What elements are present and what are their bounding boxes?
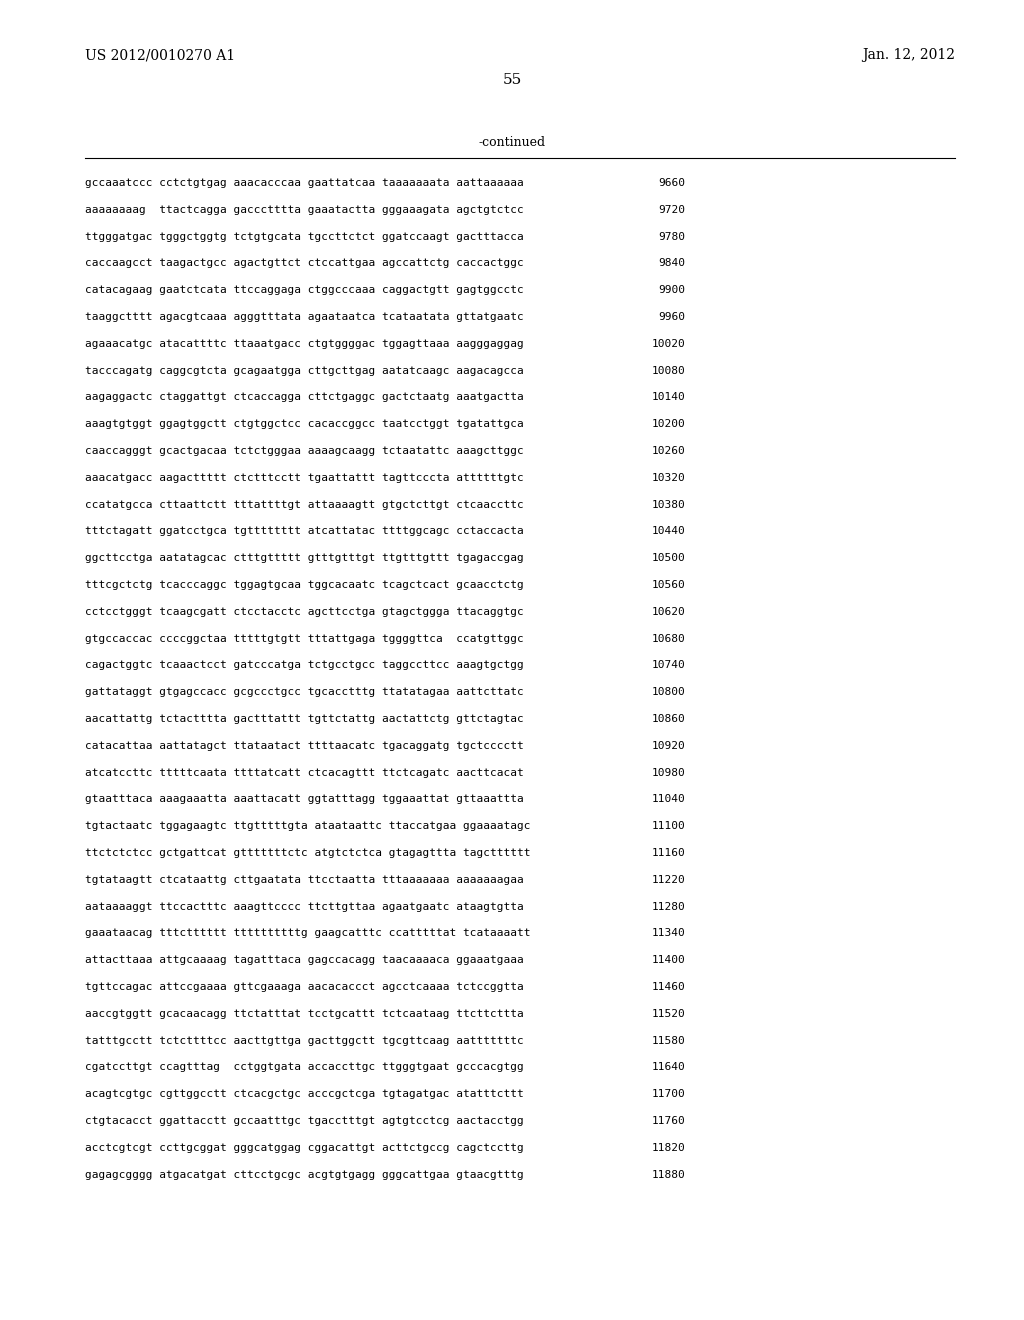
Text: 11340: 11340 [651, 928, 685, 939]
Text: 11220: 11220 [651, 875, 685, 884]
Text: acctcgtcgt ccttgcggat gggcatggag cggacattgt acttctgccg cagctccttg: acctcgtcgt ccttgcggat gggcatggag cggacat… [85, 1143, 523, 1152]
Text: 9780: 9780 [658, 231, 685, 242]
Text: gtgccaccac ccccggctaa tttttgtgtt tttattgaga tggggttca  ccatgttggc: gtgccaccac ccccggctaa tttttgtgtt tttattg… [85, 634, 523, 644]
Text: gaaataacag tttctttttt ttttttttttg gaagcatttc ccatttttat tcataaaatt: gaaataacag tttctttttt ttttttttttg gaagca… [85, 928, 530, 939]
Text: 10440: 10440 [651, 527, 685, 536]
Text: catacagaag gaatctcata ttccaggaga ctggcccaaa caggactgtt gagtggcctc: catacagaag gaatctcata ttccaggaga ctggccc… [85, 285, 523, 296]
Text: catacattaa aattatagct ttataatact ttttaacatc tgacaggatg tgctcccctt: catacattaa aattatagct ttataatact ttttaac… [85, 741, 523, 751]
Text: 11160: 11160 [651, 847, 685, 858]
Text: attacttaaa attgcaaaag tagatttaca gagccacagg taacaaaaca ggaaatgaaa: attacttaaa attgcaaaag tagatttaca gagccac… [85, 956, 523, 965]
Text: tacccagatg caggcgtcta gcagaatgga cttgcttgag aatatcaagc aagacagcca: tacccagatg caggcgtcta gcagaatgga cttgctt… [85, 366, 523, 376]
Text: -continued: -continued [478, 136, 546, 149]
Text: tgtataagtt ctcataattg cttgaatata ttcctaatta tttaaaaaaa aaaaaaagaa: tgtataagtt ctcataattg cttgaatata ttcctaa… [85, 875, 523, 884]
Text: atcatccttc tttttcaata ttttatcatt ctcacagttt ttctcagatc aacttcacat: atcatccttc tttttcaata ttttatcatt ctcacag… [85, 768, 523, 777]
Text: 10320: 10320 [651, 473, 685, 483]
Text: aaccgtggtt gcacaacagg ttctatttat tcctgcattt tctcaataag ttcttcttta: aaccgtggtt gcacaacagg ttctatttat tcctgca… [85, 1008, 523, 1019]
Text: 10740: 10740 [651, 660, 685, 671]
Text: 10920: 10920 [651, 741, 685, 751]
Text: gtaatttaca aaagaaatta aaattacatt ggtatttagg tggaaattat gttaaattta: gtaatttaca aaagaaatta aaattacatt ggtattt… [85, 795, 523, 804]
Text: aaagtgtggt ggagtggctt ctgtggctcc cacaccggcc taatcctggt tgatattgca: aaagtgtggt ggagtggctt ctgtggctcc cacaccg… [85, 420, 523, 429]
Text: cagactggtc tcaaactcct gatcccatga tctgcctgcc taggccttcc aaagtgctgg: cagactggtc tcaaactcct gatcccatga tctgcct… [85, 660, 523, 671]
Text: 11700: 11700 [651, 1089, 685, 1100]
Text: 9900: 9900 [658, 285, 685, 296]
Text: 11280: 11280 [651, 902, 685, 912]
Text: 11400: 11400 [651, 956, 685, 965]
Text: 11820: 11820 [651, 1143, 685, 1152]
Text: caccaagcct taagactgcc agactgttct ctccattgaa agccattctg caccactggc: caccaagcct taagactgcc agactgttct ctccatt… [85, 259, 523, 268]
Text: 9960: 9960 [658, 312, 685, 322]
Text: ctgtacacct ggattacctt gccaatttgc tgacctttgt agtgtcctcg aactacctgg: ctgtacacct ggattacctt gccaatttgc tgacctt… [85, 1115, 523, 1126]
Text: ttctctctcc gctgattcat gtttttttctc atgtctctca gtagagttta tagctttttt: ttctctctcc gctgattcat gtttttttctc atgtct… [85, 847, 530, 858]
Text: cgatccttgt ccagtttag  cctggtgata accaccttgc ttgggtgaat gcccacgtgg: cgatccttgt ccagtttag cctggtgata accacctt… [85, 1063, 523, 1072]
Text: caaccagggt gcactgacaa tctctgggaa aaaagcaagg tctaatattc aaagcttggc: caaccagggt gcactgacaa tctctgggaa aaaagca… [85, 446, 523, 455]
Text: 11760: 11760 [651, 1115, 685, 1126]
Text: gattataggt gtgagccacc gcgccctgcc tgcacctttg ttatatagaa aattcttatc: gattataggt gtgagccacc gcgccctgcc tgcacct… [85, 688, 523, 697]
Text: 11100: 11100 [651, 821, 685, 832]
Text: tgtactaatc tggagaagtc ttgtttttgta ataataattc ttaccatgaa ggaaaatagc: tgtactaatc tggagaagtc ttgtttttgta ataata… [85, 821, 530, 832]
Text: 10020: 10020 [651, 339, 685, 348]
Text: Jan. 12, 2012: Jan. 12, 2012 [862, 48, 955, 62]
Text: 11520: 11520 [651, 1008, 685, 1019]
Text: 10080: 10080 [651, 366, 685, 376]
Text: 10200: 10200 [651, 420, 685, 429]
Text: gagagcgggg atgacatgat cttcctgcgc acgtgtgagg gggcattgaa gtaacgtttg: gagagcgggg atgacatgat cttcctgcgc acgtgtg… [85, 1170, 523, 1180]
Text: 10500: 10500 [651, 553, 685, 564]
Text: 9840: 9840 [658, 259, 685, 268]
Text: 10860: 10860 [651, 714, 685, 723]
Text: 9660: 9660 [658, 178, 685, 187]
Text: agaaacatgc atacattttc ttaaatgacc ctgtggggac tggagttaaa aagggaggag: agaaacatgc atacattttc ttaaatgacc ctgtggg… [85, 339, 523, 348]
Text: aataaaaggt ttccactttc aaagttcccc ttcttgttaa agaatgaatc ataagtgtta: aataaaaggt ttccactttc aaagttcccc ttcttgt… [85, 902, 523, 912]
Text: ccatatgcca cttaattctt tttattttgt attaaaagtt gtgctcttgt ctcaaccttc: ccatatgcca cttaattctt tttattttgt attaaaa… [85, 499, 523, 510]
Text: 10800: 10800 [651, 688, 685, 697]
Text: 10560: 10560 [651, 579, 685, 590]
Text: 11580: 11580 [651, 1036, 685, 1045]
Text: tttcgctctg tcacccaggc tggagtgcaa tggcacaatc tcagctcact gcaacctctg: tttcgctctg tcacccaggc tggagtgcaa tggcaca… [85, 579, 523, 590]
Text: 10260: 10260 [651, 446, 685, 455]
Text: acagtcgtgc cgttggcctt ctcacgctgc acccgctcga tgtagatgac atatttcttt: acagtcgtgc cgttggcctt ctcacgctgc acccgct… [85, 1089, 523, 1100]
Text: tgttccagac attccgaaaa gttcgaaaga aacacaccct agcctcaaaa tctccggtta: tgttccagac attccgaaaa gttcgaaaga aacacac… [85, 982, 523, 993]
Text: aagaggactc ctaggattgt ctcaccagga cttctgaggc gactctaatg aaatgactta: aagaggactc ctaggattgt ctcaccagga cttctga… [85, 392, 523, 403]
Text: 10620: 10620 [651, 607, 685, 616]
Text: 11040: 11040 [651, 795, 685, 804]
Text: aaacatgacc aagacttttt ctctttcctt tgaattattt tagttcccta attttttgtc: aaacatgacc aagacttttt ctctttcctt tgaatta… [85, 473, 523, 483]
Text: 11460: 11460 [651, 982, 685, 993]
Text: 9720: 9720 [658, 205, 685, 215]
Text: ttgggatgac tgggctggtg tctgtgcata tgccttctct ggatccaagt gactttacca: ttgggatgac tgggctggtg tctgtgcata tgccttc… [85, 231, 523, 242]
Text: 11640: 11640 [651, 1063, 685, 1072]
Text: aaaaaaaag  ttactcagga gaccctttta gaaatactta gggaaagata agctgtctcc: aaaaaaaag ttactcagga gaccctttta gaaatact… [85, 205, 523, 215]
Text: 10140: 10140 [651, 392, 685, 403]
Text: gccaaatccc cctctgtgag aaacacccaa gaattatcaa taaaaaaata aattaaaaaa: gccaaatccc cctctgtgag aaacacccaa gaattat… [85, 178, 523, 187]
Text: 55: 55 [503, 73, 521, 87]
Text: 10980: 10980 [651, 768, 685, 777]
Text: US 2012/0010270 A1: US 2012/0010270 A1 [85, 48, 236, 62]
Text: tatttgcctt tctcttttcc aacttgttga gacttggctt tgcgttcaag aatttttttc: tatttgcctt tctcttttcc aacttgttga gacttgg… [85, 1036, 523, 1045]
Text: tttctagatt ggatcctgca tgtttttttt atcattatac ttttggcagc cctaccacta: tttctagatt ggatcctgca tgtttttttt atcatta… [85, 527, 523, 536]
Text: taaggctttt agacgtcaaa agggtttata agaataatca tcataatata gttatgaatc: taaggctttt agacgtcaaa agggtttata agaataa… [85, 312, 523, 322]
Text: cctcctgggt tcaagcgatt ctcctacctc agcttcctga gtagctggga ttacaggtgc: cctcctgggt tcaagcgatt ctcctacctc agcttcc… [85, 607, 523, 616]
Text: 10380: 10380 [651, 499, 685, 510]
Text: ggcttcctga aatatagcac ctttgttttt gtttgtttgt ttgtttgttt tgagaccgag: ggcttcctga aatatagcac ctttgttttt gtttgtt… [85, 553, 523, 564]
Text: aacattattg tctactttta gactttattt tgttctattg aactattctg gttctagtac: aacattattg tctactttta gactttattt tgttcta… [85, 714, 523, 723]
Text: 10680: 10680 [651, 634, 685, 644]
Text: 11880: 11880 [651, 1170, 685, 1180]
